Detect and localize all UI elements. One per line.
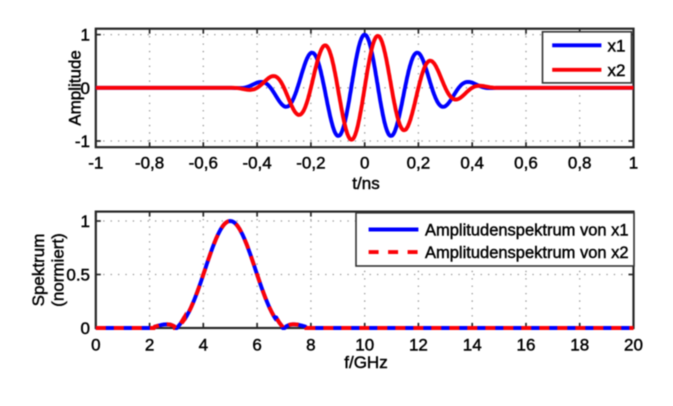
svg-text:12: 12 (409, 336, 428, 355)
svg-text:-0,2: -0,2 (296, 154, 325, 173)
svg-text:1: 1 (81, 26, 90, 45)
svg-text:-1: -1 (88, 154, 103, 173)
svg-text:Amplitude: Amplitude (66, 50, 85, 126)
svg-text:x1: x1 (608, 36, 626, 55)
svg-text:6: 6 (252, 336, 261, 355)
svg-text:8: 8 (306, 336, 315, 355)
svg-text:10: 10 (355, 336, 374, 355)
svg-text:0: 0 (91, 336, 100, 355)
svg-text:-1: -1 (75, 132, 90, 151)
svg-text:-0,6: -0,6 (189, 154, 218, 173)
svg-text:-0,8: -0,8 (135, 154, 164, 173)
svg-text:0: 0 (360, 154, 369, 173)
svg-text:18: 18 (570, 336, 589, 355)
svg-text:f/GHz: f/GHz (344, 353, 387, 372)
svg-text:0,6: 0,6 (514, 154, 538, 173)
svg-text:-0,4: -0,4 (242, 154, 271, 173)
svg-text:2: 2 (145, 336, 154, 355)
svg-text:14: 14 (463, 336, 482, 355)
svg-text:0,8: 0,8 (568, 154, 592, 173)
svg-text:0,2: 0,2 (407, 154, 431, 173)
svg-text:x2: x2 (608, 61, 626, 80)
svg-text:0.5: 0.5 (66, 266, 90, 285)
svg-text:0: 0 (81, 79, 90, 98)
svg-text:Amplitudenspektrum von x1: Amplitudenspektrum von x1 (425, 222, 629, 240)
svg-text:t/ns: t/ns (352, 174, 379, 193)
svg-text:4: 4 (199, 336, 208, 355)
svg-text:0,4: 0,4 (460, 154, 484, 173)
svg-text:1: 1 (629, 154, 638, 173)
svg-text:(normiert): (normiert) (49, 233, 68, 307)
svg-text:16: 16 (517, 336, 536, 355)
svg-text:1: 1 (81, 212, 90, 231)
svg-text:0: 0 (81, 319, 90, 338)
svg-text:20: 20 (624, 336, 643, 355)
svg-text:Amplitudenspektrum von x2: Amplitudenspektrum von x2 (425, 244, 629, 262)
svg-text:Spektrum: Spektrum (29, 234, 48, 307)
